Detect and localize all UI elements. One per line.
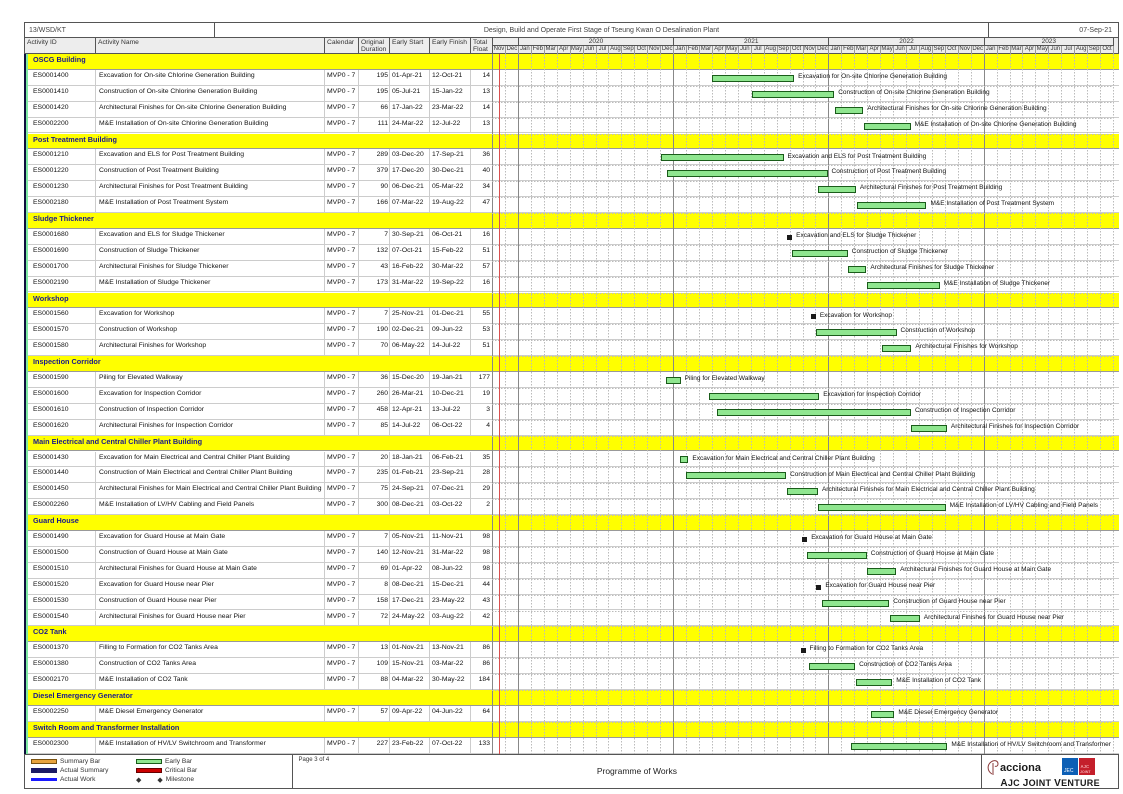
svg-text:JEC: JEC: [1064, 768, 1074, 774]
svg-text:AJC: AJC: [1081, 764, 1090, 769]
svg-text:JOINT: JOINT: [1080, 770, 1091, 774]
svg-text:acciona: acciona: [1000, 762, 1042, 774]
